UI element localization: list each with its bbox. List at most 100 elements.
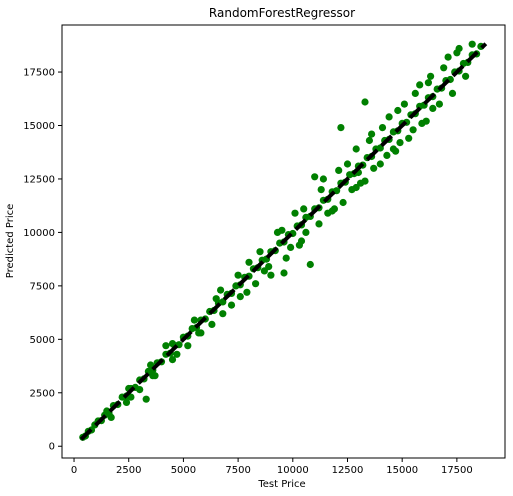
data-point (315, 220, 323, 228)
x-tick-label: 17500 (441, 465, 473, 476)
data-point (400, 100, 408, 108)
x-tick-label: 10000 (277, 465, 309, 476)
data-point (411, 89, 419, 97)
data-point (265, 263, 273, 271)
data-point (365, 136, 373, 145)
data-point (361, 98, 369, 106)
chart-title: RandomForestRegressor (209, 6, 355, 20)
y-tick-label: 2500 (30, 388, 55, 399)
data-point (462, 72, 470, 80)
y-tick-label: 5000 (30, 335, 55, 346)
data-point (306, 260, 314, 269)
y-tick-label: 12500 (23, 174, 55, 185)
data-point (184, 342, 192, 350)
data-point (217, 286, 225, 294)
y-tick-label: 15000 (23, 121, 55, 132)
data-point (370, 164, 378, 172)
y-tick-label: 7500 (30, 281, 55, 292)
data-point (389, 145, 397, 153)
data-point (339, 198, 347, 207)
data-point (168, 340, 177, 348)
data-point (219, 298, 227, 306)
y-tick-label: 17500 (23, 68, 55, 79)
data-point (291, 209, 299, 217)
data-point (212, 295, 220, 303)
data-point (236, 293, 244, 301)
data-point (376, 160, 384, 168)
data-point (256, 248, 264, 256)
data-point (282, 254, 290, 262)
data-point (243, 288, 251, 296)
data-point (245, 258, 253, 266)
data-point (418, 119, 426, 127)
y-tick-label: 10000 (23, 228, 55, 239)
data-point (107, 413, 115, 421)
data-point (468, 40, 476, 48)
data-point (416, 81, 424, 89)
data-point (337, 124, 345, 132)
x-tick-label: 2500 (116, 465, 141, 476)
data-point (317, 186, 325, 194)
data-point (394, 106, 402, 115)
data-point (136, 386, 144, 394)
data-point (335, 166, 343, 174)
data-point (208, 320, 216, 328)
data-point (352, 145, 360, 153)
x-tick-label: 12500 (332, 465, 364, 476)
data-point (444, 53, 452, 61)
x-axis-label: Test Price (257, 479, 305, 490)
x-tick-label: 5000 (171, 465, 196, 476)
data-point (348, 186, 356, 194)
y-tick-label: 0 (49, 442, 55, 453)
data-point (330, 205, 338, 213)
data-point (424, 79, 432, 87)
data-point (149, 372, 157, 380)
data-point (127, 393, 135, 401)
data-point (252, 280, 260, 288)
data-point (168, 356, 177, 364)
data-point (440, 64, 448, 72)
plot-area (79, 40, 488, 441)
data-point (234, 271, 242, 279)
data-point (227, 301, 236, 309)
data-point (448, 89, 457, 97)
data-point (162, 342, 170, 350)
data-point (122, 398, 131, 406)
data-point (383, 151, 391, 159)
x-tick-label: 15000 (386, 465, 418, 476)
data-point (453, 49, 461, 57)
data-point (319, 175, 327, 183)
x-axis: 0 2500 5000 7500 10000 12500 15000 17500 (71, 458, 473, 476)
data-point (280, 269, 288, 277)
data-point (287, 243, 295, 251)
data-point (409, 126, 417, 134)
data-point (147, 361, 155, 369)
data-point (429, 104, 437, 112)
data-point (173, 350, 181, 358)
data-point (295, 241, 303, 249)
data-point (142, 395, 150, 403)
x-tick-label: 0 (71, 465, 77, 476)
data-point (378, 124, 387, 132)
x-tick-label: 7500 (225, 465, 250, 476)
data-point (427, 72, 435, 80)
data-point (103, 407, 111, 415)
y-axis-label: Predicted Price (5, 204, 16, 279)
data-point (190, 316, 198, 324)
data-point (343, 160, 352, 168)
plot-frame (61, 24, 506, 459)
data-point (435, 100, 443, 108)
data-point (396, 139, 404, 147)
data-point (267, 271, 275, 279)
data-point (385, 113, 393, 121)
data-point (405, 134, 413, 142)
data-point (300, 205, 308, 213)
data-point (278, 226, 286, 234)
data-point (311, 173, 319, 181)
data-point (357, 179, 365, 187)
reference-line (79, 42, 488, 441)
data-point (195, 329, 203, 337)
y-axis: 0 2500 5000 7500 10000 12500 15000 17500 (23, 68, 62, 453)
data-point (324, 209, 332, 217)
